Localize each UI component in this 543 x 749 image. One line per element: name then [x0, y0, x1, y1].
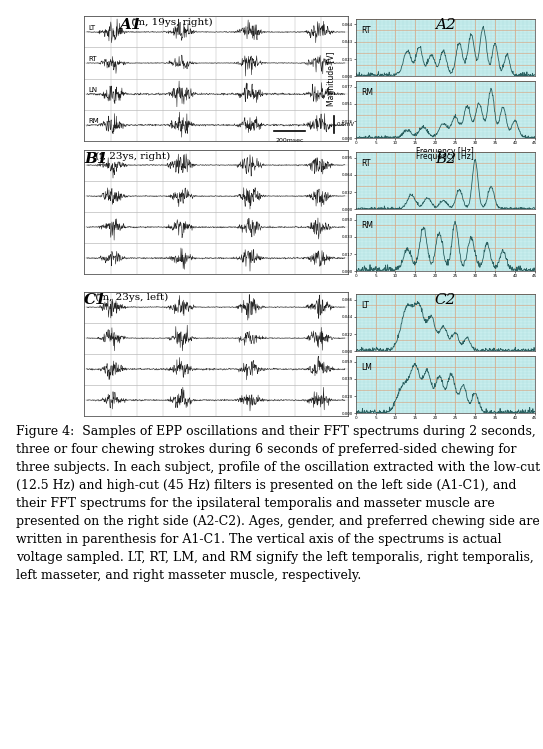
Text: 0.5mV: 0.5mV — [337, 122, 355, 127]
Text: RT: RT — [88, 56, 97, 62]
Text: LT: LT — [361, 301, 369, 310]
Text: RT: RT — [361, 159, 370, 168]
Text: RT: RT — [361, 25, 370, 34]
Text: B1: B1 — [84, 152, 108, 166]
Text: Frequency [Hz]: Frequency [Hz] — [416, 152, 474, 161]
Text: (m, 19ys, right): (m, 19ys, right) — [128, 18, 212, 27]
Text: LM: LM — [361, 363, 372, 372]
Text: A2: A2 — [435, 18, 456, 32]
Text: (m, 23ys, left): (m, 23ys, left) — [92, 293, 168, 303]
Text: LT: LT — [88, 25, 95, 31]
Text: B2: B2 — [435, 152, 456, 166]
Text: Figure 4:  Samples of EPP oscillations and their FFT spectrums during 2 seconds,: Figure 4: Samples of EPP oscillations an… — [16, 425, 540, 583]
Text: RM: RM — [88, 118, 99, 124]
Text: RM: RM — [361, 221, 373, 230]
X-axis label: Frequency [Hz]: Frequency [Hz] — [416, 147, 474, 157]
Text: RM: RM — [361, 88, 373, 97]
Text: LN: LN — [88, 88, 97, 94]
Text: (f, 23ys, right): (f, 23ys, right) — [92, 152, 171, 161]
Text: A1: A1 — [119, 18, 142, 32]
Text: Magnitude [V]: Magnitude [V] — [327, 51, 336, 106]
Text: C2: C2 — [434, 293, 456, 307]
Text: 200msec: 200msec — [275, 138, 304, 143]
Text: C1: C1 — [84, 293, 107, 307]
